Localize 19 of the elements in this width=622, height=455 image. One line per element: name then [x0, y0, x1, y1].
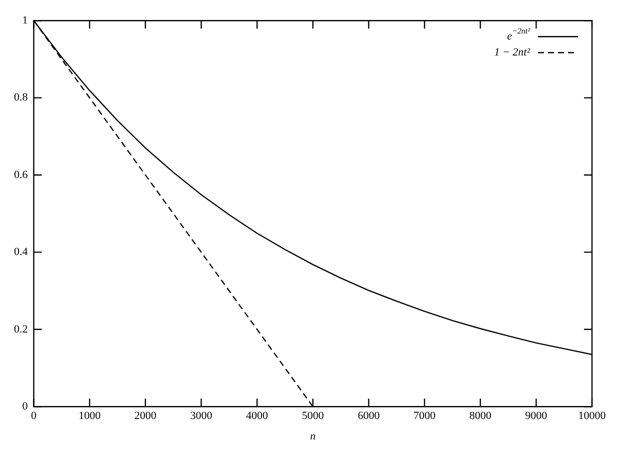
- x-tick-label: 5000: [302, 410, 324, 422]
- y-tick-label: 0: [22, 400, 28, 412]
- y-tick-label: 0.4: [14, 246, 28, 258]
- x-tick-label: 0: [31, 410, 37, 422]
- x-tick-label: 4000: [246, 410, 269, 422]
- x-tick-label: 8000: [469, 410, 492, 422]
- x-tick-label: 9000: [525, 410, 548, 422]
- y-tick-label: 0.2: [14, 323, 28, 336]
- x-tick-label: 1000: [78, 410, 102, 422]
- legend-label: 1 − 2nt²: [494, 46, 531, 58]
- x-tick-label: 6000: [358, 410, 380, 422]
- y-tick-label: 0.6: [14, 168, 28, 181]
- x-tick-label: 7000: [414, 410, 436, 422]
- x-tick-label: 2000: [134, 410, 157, 422]
- x-axis-title: n: [310, 430, 316, 442]
- x-tick-label: 10000: [578, 410, 606, 422]
- y-tick-label: 0.8: [14, 92, 28, 104]
- x-tick-label: 3000: [190, 410, 213, 422]
- y-tick-label: 1: [22, 14, 28, 26]
